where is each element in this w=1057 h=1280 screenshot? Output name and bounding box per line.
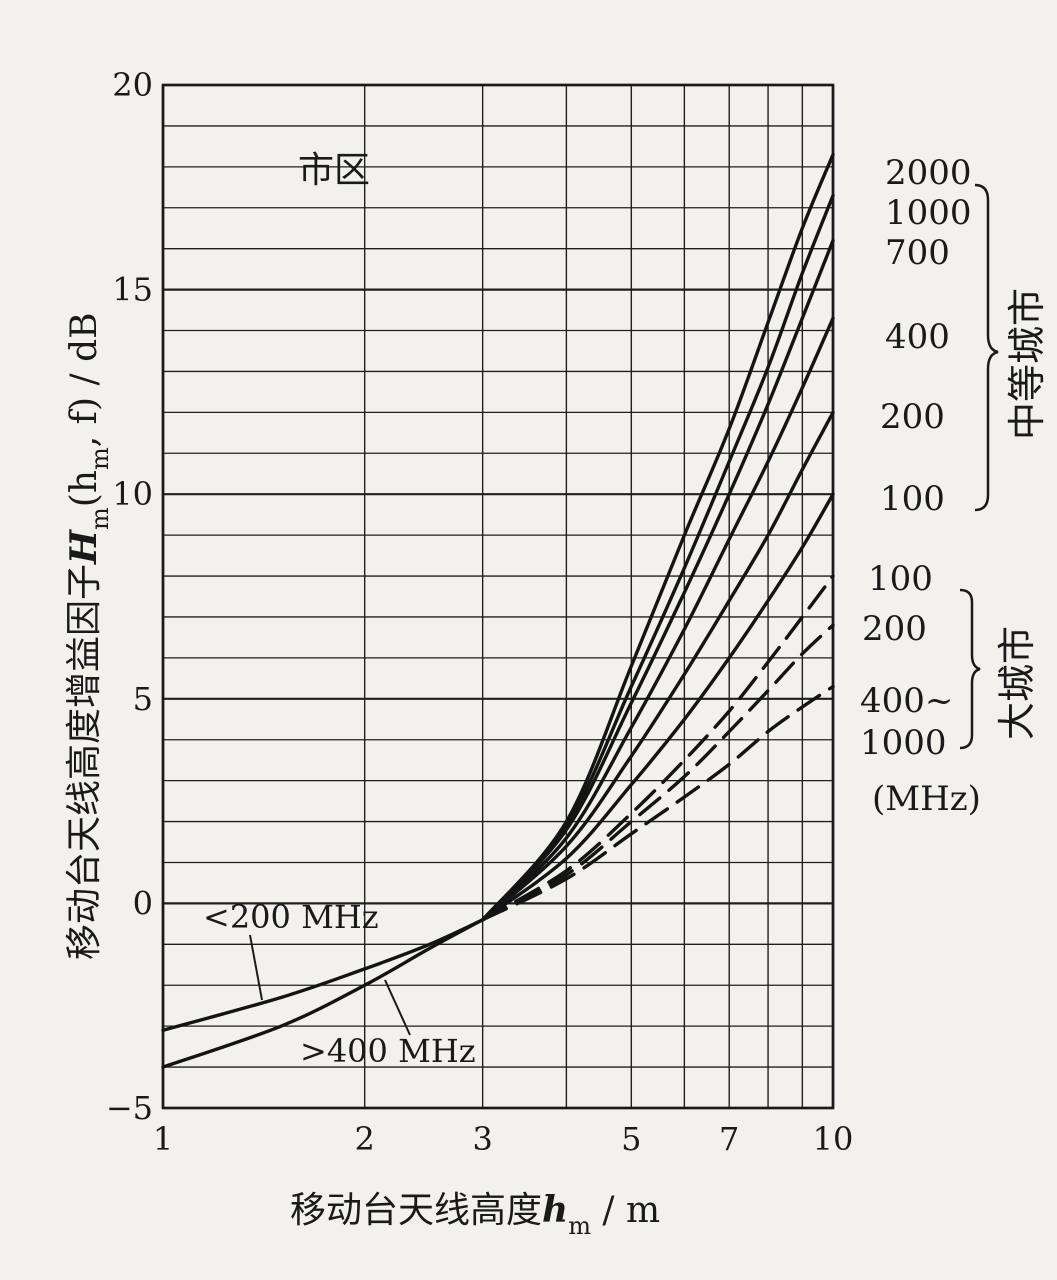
curve-大城市-400~1000 bbox=[481, 684, 835, 922]
curve-中等城市-200 bbox=[481, 410, 835, 922]
tick-labels: 1 2 3 5 7 10 −5 0 5 10 15 20 bbox=[106, 66, 854, 1158]
x-tick-label: 10 bbox=[813, 1120, 854, 1158]
y-tick-label: 20 bbox=[112, 66, 153, 104]
medium-city-brace bbox=[974, 183, 999, 512]
label-large-100: 100 bbox=[868, 559, 933, 599]
label-large-1000: 1000 bbox=[860, 723, 947, 763]
x-tick-label: 7 bbox=[719, 1120, 739, 1158]
x-tick-label: 5 bbox=[621, 1120, 641, 1158]
label-medium-2000: 2000 bbox=[885, 153, 972, 193]
low-freq-label: <200 MHz bbox=[203, 898, 379, 936]
right-labels-large: 100 200 400~ 1000 (MHz) bbox=[860, 559, 981, 819]
curve-中等城市-2000 bbox=[481, 152, 835, 922]
plot-frame bbox=[161, 83, 835, 1110]
curve-中等城市-400 bbox=[481, 316, 835, 922]
freq-unit-label: (MHz) bbox=[872, 779, 981, 819]
y-tick-label: 0 bbox=[133, 884, 153, 922]
y-axis-label: 移动台天线高度增益因子Hm(hm, f) / dB bbox=[63, 312, 114, 960]
curve->400MHz bbox=[161, 918, 485, 1069]
curve-大城市-100 bbox=[481, 574, 835, 922]
curves bbox=[161, 152, 835, 1069]
curve-中等城市-1000 bbox=[481, 193, 835, 922]
x-axis-label: 移动台天线高度hm / m bbox=[290, 1189, 660, 1240]
curve-大城市-200 bbox=[481, 623, 835, 922]
y-tick-label: 10 bbox=[112, 475, 153, 513]
y-tick-label: −5 bbox=[106, 1089, 153, 1127]
medium-city-label: 中等城市 bbox=[1005, 288, 1049, 440]
low-freq-leader bbox=[249, 934, 263, 1001]
high-freq-leader bbox=[384, 979, 411, 1036]
x-tick-label: 3 bbox=[472, 1120, 492, 1158]
x-tick-label: 1 bbox=[153, 1120, 173, 1158]
x-tick-label: 2 bbox=[355, 1120, 375, 1158]
large-city-brace bbox=[959, 588, 981, 750]
label-large-200: 200 bbox=[862, 609, 927, 649]
y-tick-label: 5 bbox=[133, 680, 153, 718]
large-city-label: 大城市 bbox=[995, 626, 1039, 740]
label-large-400: 400~ bbox=[860, 681, 953, 721]
right-labels-medium: 2000 1000 700 400 200 100 bbox=[880, 153, 972, 519]
label-medium-200: 200 bbox=[880, 397, 945, 437]
curve-中等城市-100 bbox=[481, 492, 835, 922]
label-medium-1000: 1000 bbox=[885, 193, 972, 233]
y-tick-label: 15 bbox=[112, 271, 153, 309]
label-medium-700: 700 bbox=[885, 233, 950, 273]
curve-中等城市-700 bbox=[481, 238, 835, 922]
grid bbox=[161, 83, 835, 1110]
curve-<200MHz bbox=[161, 918, 485, 1032]
region-label: 市区 bbox=[298, 150, 370, 191]
label-medium-400: 400 bbox=[885, 317, 950, 357]
label-medium-100: 100 bbox=[880, 479, 945, 519]
high-freq-label: >400 MHz bbox=[300, 1032, 476, 1070]
